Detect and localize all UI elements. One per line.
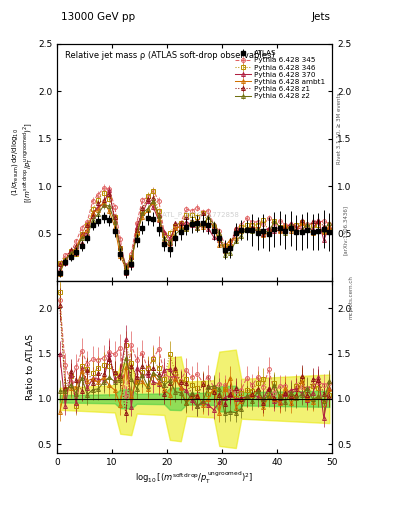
X-axis label: $\log_{10}[(m^{\mathrm{soft\,drop}}/p_\mathrm{T}^{\,\mathrm{ungroomed}})^2]$: $\log_{10}[(m^{\mathrm{soft\,drop}}/p_\m…: [136, 470, 253, 486]
Text: mcplots.cern.ch: mcplots.cern.ch: [348, 275, 353, 319]
Legend: ATLAS, Pythia 6.428 345, Pythia 6.428 346, Pythia 6.428 370, Pythia 6.428 ambt1,: ATLAS, Pythia 6.428 345, Pythia 6.428 34…: [232, 47, 328, 102]
Text: 13000 GeV pp: 13000 GeV pp: [61, 11, 135, 22]
Text: Rivet 3.1.10, ≥ 3M events: Rivet 3.1.10, ≥ 3M events: [337, 92, 342, 164]
Y-axis label: Ratio to ATLAS: Ratio to ATLAS: [26, 334, 35, 400]
Text: Relative jet mass ρ (ATLAS soft-drop observables): Relative jet mass ρ (ATLAS soft-drop obs…: [65, 51, 275, 59]
Y-axis label: $(1/\sigma_\mathrm{resum})\,\mathrm{d}\sigma/\mathrm{d}\log_{10}$
$[(m^{\mathrm{: $(1/\sigma_\mathrm{resum})\,\mathrm{d}\s…: [9, 122, 35, 203]
Text: Jets: Jets: [312, 11, 331, 22]
Text: ATL_P 2019_I1772858: ATL_P 2019_I1772858: [162, 211, 239, 218]
Text: [arXiv:1306.3436]: [arXiv:1306.3436]: [343, 205, 348, 255]
